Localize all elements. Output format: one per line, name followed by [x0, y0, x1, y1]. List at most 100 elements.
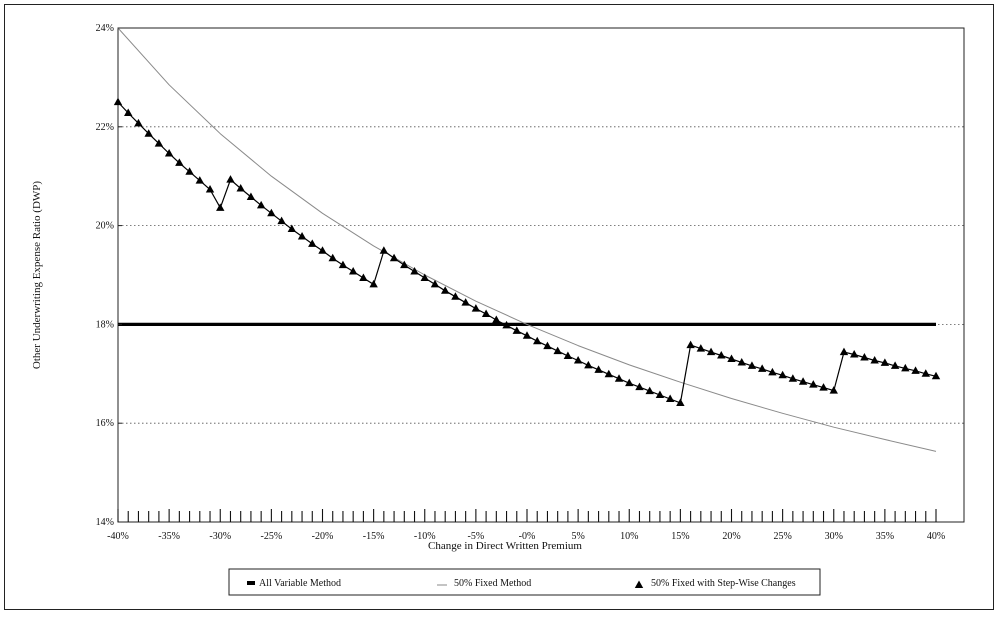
- step-wise-point: [277, 216, 286, 225]
- step-wise-point: [481, 309, 491, 318]
- step-wise-point: [573, 355, 583, 364]
- step-wise-point: [686, 340, 695, 349]
- legend-label-50-fixed: 50% Fixed Method: [454, 578, 531, 589]
- x-tick-label: 5%: [571, 531, 584, 542]
- step-wise-point: [614, 374, 624, 382]
- step-wise-point: [860, 352, 869, 361]
- step-wise-point: [768, 367, 777, 376]
- legend-label-all-variable: All Variable Method: [259, 578, 341, 589]
- step-wise-point: [267, 208, 276, 217]
- step-wise-point: [676, 398, 685, 406]
- x-tick-label: -20%: [312, 531, 334, 542]
- x-tick-label: 20%: [722, 531, 740, 542]
- step-wise-point: [696, 344, 706, 352]
- step-wise-point: [154, 139, 164, 147]
- x-tick-label: 35%: [876, 531, 894, 542]
- step-wise-point: [441, 286, 450, 294]
- step-wise-point: [584, 360, 593, 369]
- step-wise-point: [195, 176, 204, 184]
- step-wise-point: [706, 347, 716, 356]
- legend-swatch-all-variable: [247, 581, 255, 585]
- step-wise-point: [901, 363, 910, 372]
- step-wise-point: [665, 394, 675, 402]
- step-wise-point: [461, 298, 470, 306]
- step-wise-point: [911, 366, 920, 374]
- step-wise-point: [308, 239, 317, 247]
- series-line-step-wise: [117, 101, 937, 404]
- step-wise-point: [369, 279, 378, 288]
- step-wise-point: [778, 370, 787, 379]
- step-wise-point: [788, 374, 798, 382]
- step-wise-point: [921, 369, 930, 377]
- plot-area: [117, 27, 965, 523]
- step-wise-point: [492, 315, 501, 323]
- x-tick-label: 15%: [671, 531, 689, 542]
- step-wise-point: [389, 253, 399, 262]
- step-wise-point: [502, 320, 511, 329]
- step-wise-point: [328, 253, 337, 262]
- x-tick-label: -5%: [468, 531, 485, 542]
- x-tick-label: -25%: [261, 531, 283, 542]
- step-wise-point: [410, 267, 419, 275]
- step-wise-point: [737, 357, 746, 366]
- step-wise-point: [430, 279, 440, 288]
- step-wise-point: [543, 341, 552, 350]
- x-tick-label: 25%: [773, 531, 791, 542]
- series-line-50-fixed: [117, 27, 937, 452]
- step-wise-point: [625, 378, 634, 387]
- step-wise-point: [727, 354, 736, 362]
- x-tick-label: 10%: [620, 531, 638, 542]
- step-wise-point: [144, 129, 153, 137]
- step-wise-point: [890, 361, 900, 369]
- step-wise-point: [645, 386, 654, 395]
- x-axis-title: Change in Direct Written Premium: [428, 540, 582, 552]
- step-wise-point: [829, 386, 838, 394]
- step-wise-point: [757, 364, 767, 372]
- step-wise-point: [655, 390, 665, 399]
- step-wise-point: [451, 292, 460, 300]
- step-wise-point: [471, 304, 481, 312]
- step-wise-point: [256, 200, 266, 209]
- step-wise-point: [205, 185, 215, 193]
- step-wise-point: [635, 382, 644, 391]
- step-wise-point: [379, 246, 389, 254]
- y-tick-label: 18%: [96, 319, 114, 330]
- step-wise-point: [164, 148, 174, 157]
- step-wise-point: [809, 380, 818, 388]
- chart-frame: [4, 4, 994, 610]
- step-wise-point: [236, 184, 245, 192]
- step-wise-point: [870, 355, 879, 364]
- step-wise-point: [931, 371, 941, 380]
- step-wise-point: [226, 175, 235, 183]
- step-wise-point: [113, 97, 123, 106]
- step-wise-point: [563, 351, 573, 360]
- step-wise-point: [359, 273, 368, 281]
- step-wise-point: [819, 383, 828, 391]
- step-wise-point: [839, 347, 849, 356]
- y-tick-label: 20%: [96, 221, 114, 232]
- step-wise-point: [747, 361, 757, 369]
- legend-label-step-wise: 50% Fixed with Step-Wise Changes: [651, 578, 796, 589]
- step-wise-point: [798, 377, 808, 385]
- x-tick-label: -15%: [363, 531, 385, 542]
- step-wise-point: [297, 231, 307, 240]
- y-tick-label: 14%: [96, 517, 114, 528]
- x-tick-label: 40%: [927, 531, 945, 542]
- step-wise-point: [553, 346, 562, 355]
- step-wise-point: [880, 358, 890, 366]
- y-axis-title: Other Underwriting Expense Ratio (DWP): [31, 181, 43, 370]
- step-wise-point: [246, 192, 256, 200]
- x-tick-label: -30%: [209, 531, 231, 542]
- step-wise-point: [717, 351, 726, 359]
- y-tick-label: 22%: [96, 122, 114, 133]
- legend-swatch-step-wise: [634, 580, 644, 588]
- x-tick-label: -40%: [107, 531, 129, 542]
- step-wise-point: [348, 267, 358, 275]
- x-tick-label: -0%: [519, 531, 536, 542]
- step-wise-point: [512, 326, 521, 334]
- step-wise-point: [420, 273, 429, 281]
- legend-box: [228, 568, 821, 596]
- x-tick-label: -35%: [158, 531, 180, 542]
- step-wise-point: [216, 203, 225, 211]
- step-wise-point: [185, 167, 194, 175]
